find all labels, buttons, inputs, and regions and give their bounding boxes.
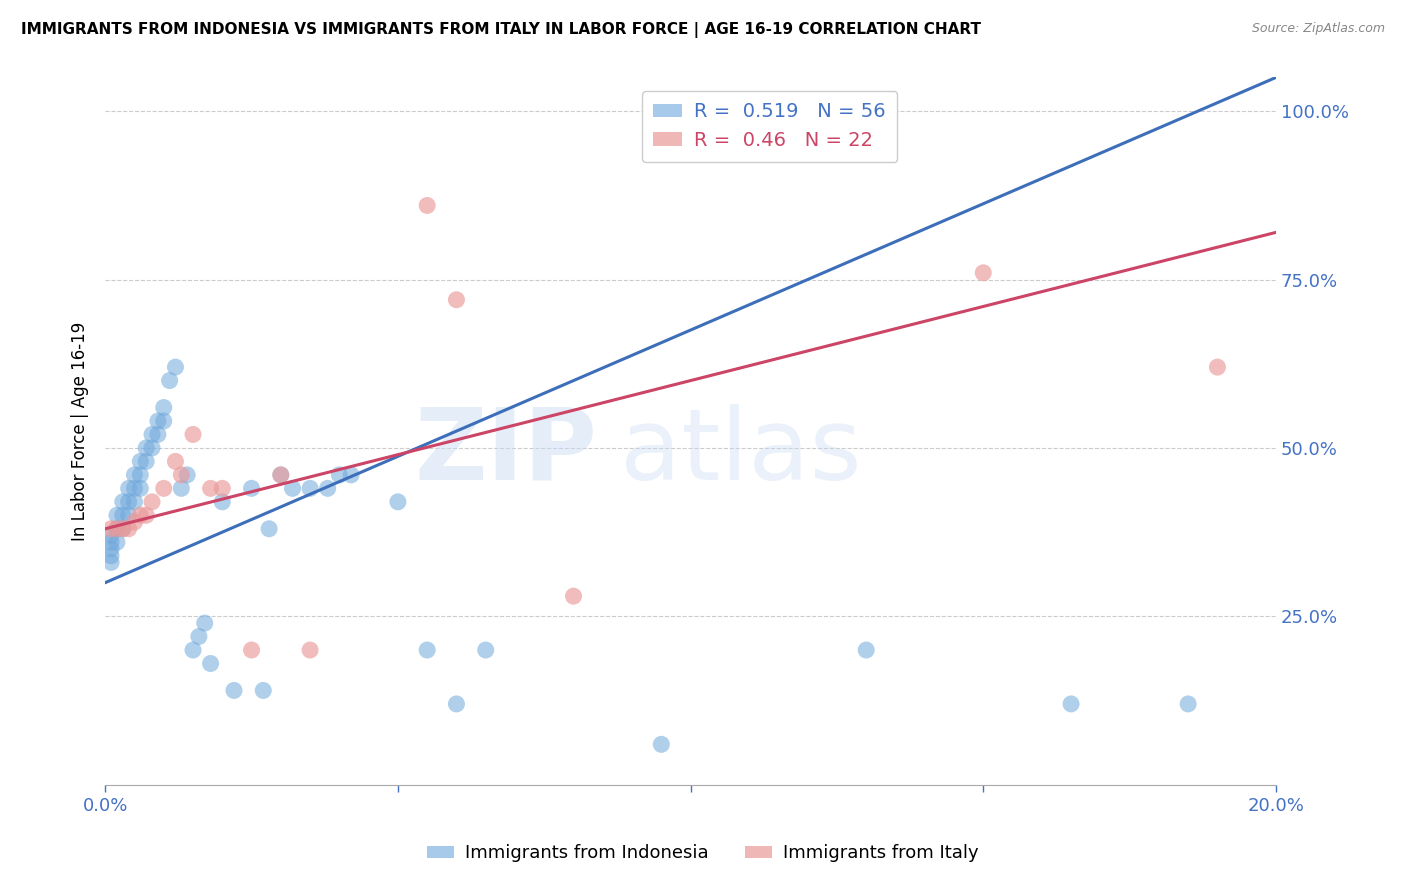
Text: ZIP: ZIP	[413, 404, 598, 500]
Point	[240, 481, 263, 495]
Point	[111, 522, 134, 536]
Point	[446, 697, 468, 711]
Point	[117, 522, 139, 536]
Point	[129, 508, 152, 523]
Point	[105, 508, 128, 523]
Point	[165, 454, 187, 468]
Point	[129, 467, 152, 482]
Legend: R =  0.519   N = 56, R =  0.46   N = 22: R = 0.519 N = 56, R = 0.46 N = 22	[641, 91, 897, 161]
Point	[135, 441, 157, 455]
Point	[111, 495, 134, 509]
Point	[181, 427, 204, 442]
Point	[129, 454, 152, 468]
Point	[152, 481, 174, 495]
Point	[562, 589, 585, 603]
Point	[152, 401, 174, 415]
Point	[446, 293, 468, 307]
Point	[170, 467, 193, 482]
Point	[416, 198, 439, 212]
Point	[129, 481, 152, 495]
Point	[1060, 697, 1083, 711]
Point	[159, 374, 181, 388]
Point	[387, 495, 409, 509]
Point	[105, 522, 128, 536]
Point	[200, 481, 222, 495]
Point	[146, 414, 169, 428]
Point	[270, 467, 292, 482]
Point	[252, 683, 274, 698]
Point	[100, 535, 122, 549]
Text: Source: ZipAtlas.com: Source: ZipAtlas.com	[1251, 22, 1385, 36]
Point	[146, 427, 169, 442]
Point	[855, 643, 877, 657]
Point	[100, 528, 122, 542]
Point	[124, 481, 146, 495]
Point	[222, 683, 245, 698]
Point	[124, 467, 146, 482]
Point	[1177, 697, 1199, 711]
Point	[1206, 360, 1229, 375]
Point	[111, 508, 134, 523]
Point	[299, 643, 322, 657]
Point	[100, 549, 122, 563]
Point	[240, 643, 263, 657]
Point	[316, 481, 339, 495]
Point	[679, 104, 702, 119]
Point	[117, 508, 139, 523]
Point	[211, 481, 233, 495]
Legend: Immigrants from Indonesia, Immigrants from Italy: Immigrants from Indonesia, Immigrants fr…	[420, 838, 986, 870]
Point	[165, 360, 187, 375]
Point	[200, 657, 222, 671]
Point	[181, 643, 204, 657]
Text: atlas: atlas	[620, 404, 862, 500]
Point	[100, 556, 122, 570]
Point	[474, 643, 496, 657]
Point	[141, 441, 163, 455]
Point	[170, 481, 193, 495]
Point	[124, 495, 146, 509]
Point	[141, 427, 163, 442]
Point	[299, 481, 322, 495]
Text: IMMIGRANTS FROM INDONESIA VS IMMIGRANTS FROM ITALY IN LABOR FORCE | AGE 16-19 CO: IMMIGRANTS FROM INDONESIA VS IMMIGRANTS …	[21, 22, 981, 38]
Y-axis label: In Labor Force | Age 16-19: In Labor Force | Age 16-19	[72, 321, 89, 541]
Point	[257, 522, 280, 536]
Point	[211, 495, 233, 509]
Point	[100, 541, 122, 556]
Point	[194, 616, 217, 631]
Point	[117, 481, 139, 495]
Point	[117, 495, 139, 509]
Point	[281, 481, 304, 495]
Point	[152, 414, 174, 428]
Point	[972, 266, 994, 280]
Point	[135, 508, 157, 523]
Point	[105, 522, 128, 536]
Point	[328, 467, 350, 482]
Point	[105, 535, 128, 549]
Point	[187, 630, 209, 644]
Point	[141, 495, 163, 509]
Point	[176, 467, 198, 482]
Point	[100, 522, 122, 536]
Point	[135, 454, 157, 468]
Point	[124, 515, 146, 529]
Point	[111, 522, 134, 536]
Point	[340, 467, 363, 482]
Point	[270, 467, 292, 482]
Point	[416, 643, 439, 657]
Point	[650, 737, 672, 751]
